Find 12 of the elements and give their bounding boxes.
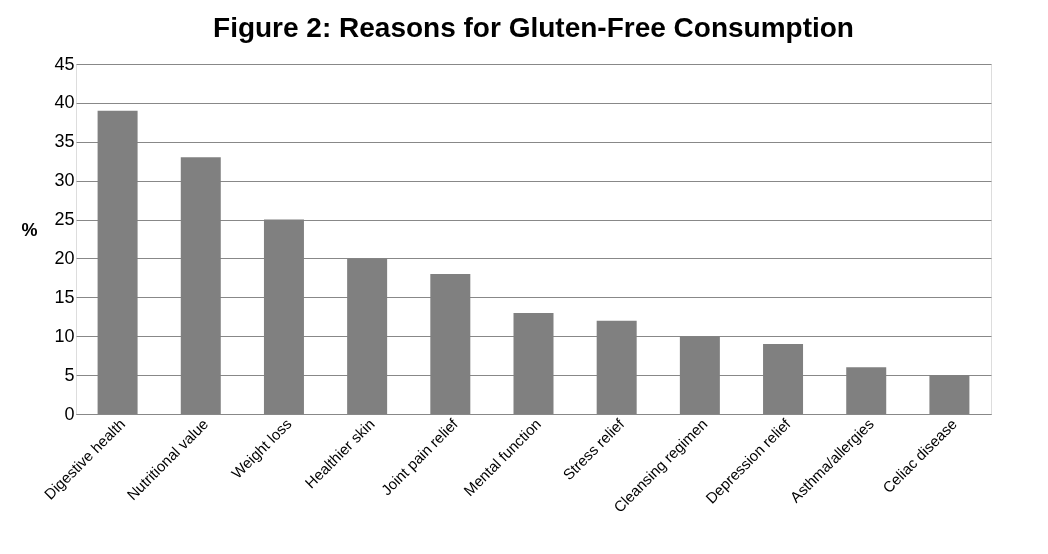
y-tick-label: 40: [54, 92, 75, 113]
y-tick-label: 10: [54, 325, 75, 346]
y-tick-label: 35: [54, 131, 75, 152]
y-tick-label: 15: [54, 286, 75, 307]
y-tick-label: 5: [64, 364, 75, 385]
y-tick-label: 20: [54, 247, 75, 268]
y-tick-label: 25: [54, 209, 75, 230]
y-axis-title: %: [21, 219, 38, 240]
y-tick-label: 0: [64, 403, 75, 424]
chart-title: Figure 2: Reasons for Gluten-Free Consumption: [213, 12, 854, 43]
y-tick-label: 45: [54, 53, 75, 74]
y-tick-label: 30: [54, 170, 75, 191]
